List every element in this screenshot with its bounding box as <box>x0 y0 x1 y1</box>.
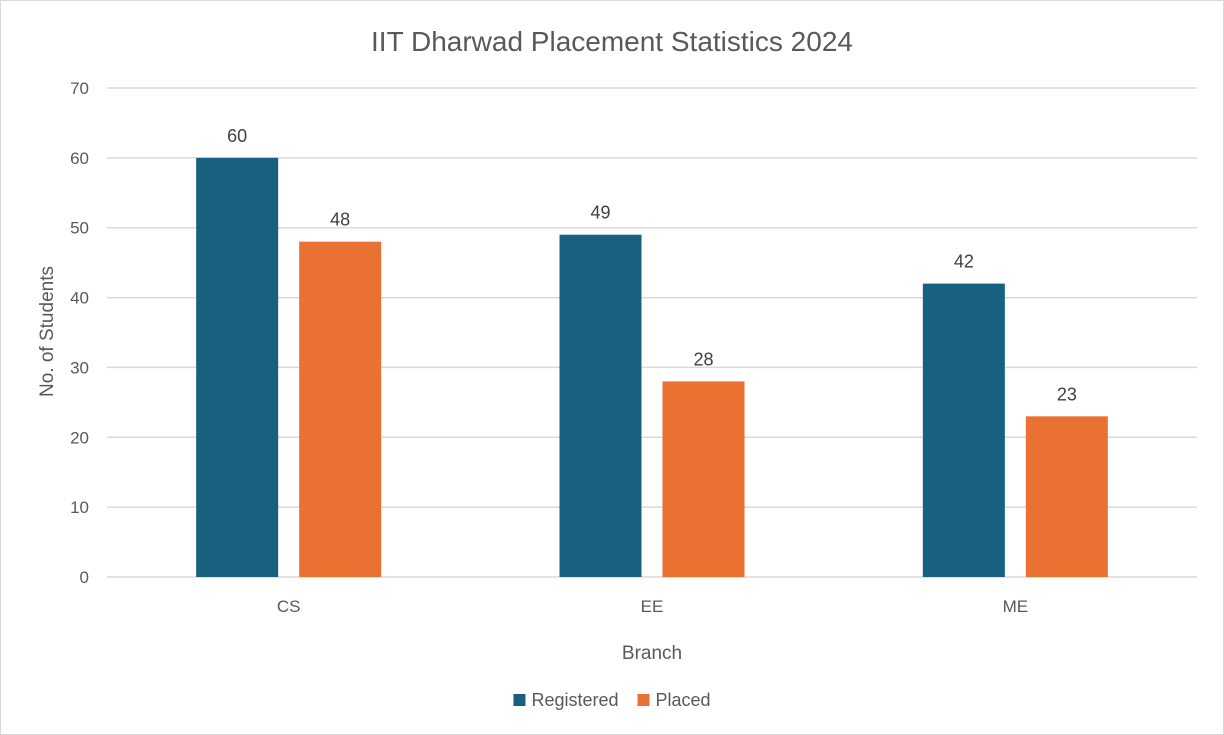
y-tick-label: 10 <box>70 498 89 517</box>
x-tick-label: CS <box>277 597 301 616</box>
y-tick-label: 30 <box>70 358 89 377</box>
data-labels: 60 48 49 28 42 23 <box>227 126 1077 404</box>
x-tick-label: ME <box>1003 597 1029 616</box>
data-label: 42 <box>954 252 974 272</box>
legend: Registered Placed <box>513 690 711 710</box>
legend-swatch <box>637 694 650 706</box>
y-tick-label: 70 <box>70 79 89 98</box>
data-label: 60 <box>227 126 247 146</box>
y-tick-label: 60 <box>70 149 89 168</box>
legend-item-registered: Registered <box>513 690 619 710</box>
y-tick-label: 0 <box>80 568 89 587</box>
bar-registered-ee <box>559 234 642 577</box>
bars <box>196 157 1108 577</box>
x-axis-ticks: CS EE ME <box>277 597 1028 616</box>
x-axis-title: Branch <box>622 643 682 664</box>
y-tick-label: 20 <box>70 428 89 447</box>
data-label: 28 <box>693 349 713 369</box>
bar-placed-ee <box>662 381 745 577</box>
legend-label: Placed <box>656 690 711 710</box>
legend-label: Registered <box>531 690 618 710</box>
legend-item-placed: Placed <box>637 690 711 710</box>
x-tick-label: EE <box>641 597 664 616</box>
y-axis-ticks: 0 10 20 30 40 50 60 70 <box>70 79 89 587</box>
y-tick-label: 50 <box>70 219 89 238</box>
y-axis-title: No. of Students <box>37 266 58 397</box>
y-tick-label: 40 <box>70 289 89 308</box>
bar-registered-me <box>922 283 1005 577</box>
data-label: 49 <box>590 203 610 223</box>
chart-title: IIT Dharwad Placement Statistics 2024 <box>371 26 853 57</box>
bar-registered-cs <box>196 157 279 577</box>
bar-placed-me <box>1025 416 1108 577</box>
bar-placed-cs <box>299 241 382 577</box>
legend-swatch <box>513 694 526 706</box>
data-label: 23 <box>1057 384 1077 404</box>
data-label: 48 <box>330 210 350 230</box>
gridlines <box>107 87 1197 578</box>
